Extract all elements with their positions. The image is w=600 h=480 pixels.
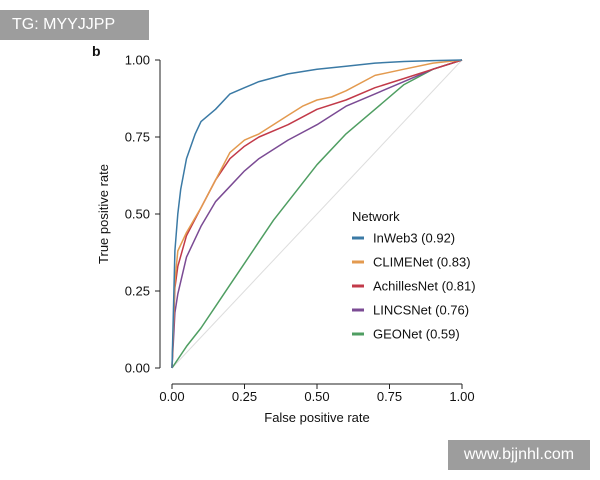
legend-label-geonet: GEONet (0.59) [373,327,460,342]
x-tick-label: 0.25 [232,389,257,404]
x-tick-label: 0.00 [159,389,184,404]
watermark-top-left: TG: MYYJJPP [0,10,149,40]
y-tick-label: 0.00 [125,361,150,376]
y-tick-label: 0.75 [125,130,150,145]
roc-curves [171,59,463,369]
y-axis-title: True positive rate [96,164,111,264]
x-axis-title: False positive rate [264,410,370,425]
x-ticks: 0.00 0.25 0.50 0.75 1.00 [159,384,475,404]
y-tick-label: 1.00 [125,53,150,68]
legend-label-climenet: CLIMENet (0.83) [373,255,471,270]
diagonal-reference-line [171,59,463,369]
roc-curve-inweb3 [171,59,463,369]
legend-label-inweb3: InWeb3 (0.92) [373,231,455,246]
roc-curve-achillesnet [171,59,463,369]
roc-curve-climenet [171,59,463,369]
y-tick-label: 0.25 [125,284,150,299]
legend: InWeb3 (0.92) CLIMENet (0.83) AchillesNet … [352,231,476,342]
x-tick-label: 1.00 [449,389,474,404]
roc-curve-geonet [171,59,463,369]
legend-label-lincsnet: LINCSNet (0.76) [373,303,469,318]
x-tick-label: 0.50 [304,389,329,404]
roc-curve-lincsnet [171,59,463,369]
y-ticks: 0.00 0.25 0.50 0.75 1.00 [125,53,160,376]
watermark-bottom-right: www.bjjnhl.com [448,440,590,470]
y-tick-label: 0.50 [125,207,150,222]
x-tick-label: 0.75 [377,389,402,404]
legend-title: Network [352,209,400,224]
panel-label: b [92,43,101,59]
legend-label-achillesnet: AchillesNet (0.81) [373,279,476,294]
